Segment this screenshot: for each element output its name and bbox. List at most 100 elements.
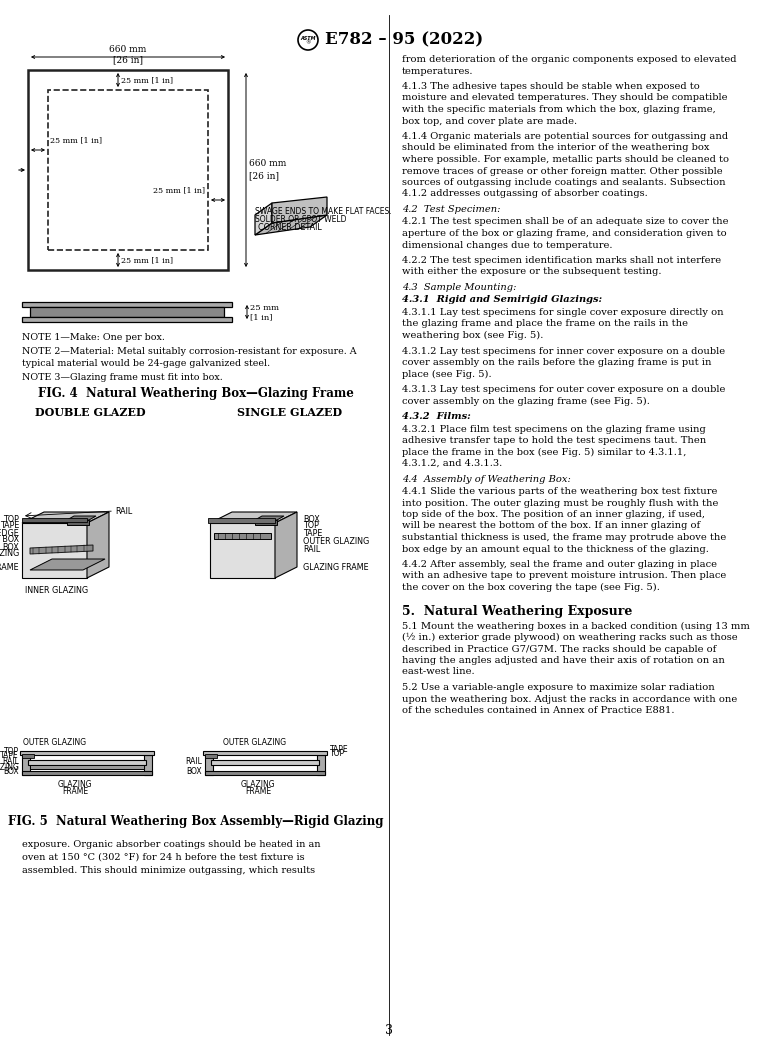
Text: 4.3.1.2, and 4.3.1.3.: 4.3.1.2, and 4.3.1.3. [402, 459, 503, 468]
Bar [22, 754, 34, 758]
Polygon shape [255, 215, 327, 235]
Text: 4.3.1.2 Lay test specimens for inner cover exposure on a double: 4.3.1.2 Lay test specimens for inner cov… [402, 347, 725, 355]
Polygon shape [22, 518, 87, 522]
Text: with an adhesive tape to prevent moisture intrusion. Then place: with an adhesive tape to prevent moistur… [402, 572, 726, 581]
Text: NOTE 2—Material: Metal suitably corrosion-resistant for exposure. A: NOTE 2—Material: Metal suitably corrosio… [22, 347, 356, 356]
Text: exposure. Organic absorber coatings should be heated in an: exposure. Organic absorber coatings shou… [22, 840, 321, 849]
Polygon shape [214, 533, 271, 539]
Text: SWAGE ENDS TO MAKE FLAT FACES.: SWAGE ENDS TO MAKE FLAT FACES. [255, 207, 391, 217]
Text: top side of the box. The position of an inner glazing, if used,: top side of the box. The position of an … [402, 510, 705, 519]
Bar [205, 771, 325, 775]
Text: 4.3  Sample Mounting:: 4.3 Sample Mounting: [402, 283, 517, 291]
Text: [1 in]: [1 in] [250, 313, 272, 321]
Text: 5.  Natural Weathering Exposure: 5. Natural Weathering Exposure [402, 605, 633, 617]
Text: CORNER DETAIL: CORNER DETAIL [258, 224, 322, 232]
Text: OUTER GLAZING: OUTER GLAZING [23, 738, 86, 747]
Bar [22, 755, 30, 775]
Text: 4.3.1.1 Lay test specimens for single cover exposure directly on: 4.3.1.1 Lay test specimens for single co… [402, 308, 724, 318]
Text: should be eliminated from the interior of the weathering box: should be eliminated from the interior o… [402, 144, 710, 152]
Text: FIG. 4  Natural Weathering Box—Glazing Frame: FIG. 4 Natural Weathering Box—Glazing Fr… [38, 386, 354, 400]
Text: INNER GLAZING: INNER GLAZING [26, 586, 89, 595]
Text: of the schedules contained in Annex of Practice E881.: of the schedules contained in Annex of P… [402, 706, 675, 715]
Text: assembled. This should minimize outgassing, which results: assembled. This should minimize outgassi… [22, 866, 315, 875]
Polygon shape [210, 523, 275, 578]
Text: 660 mm: 660 mm [110, 46, 147, 54]
Text: 4.2.2 The test specimen identification marks shall not interfere: 4.2.2 The test specimen identification m… [402, 256, 721, 265]
Text: 4.3.1.3 Lay test specimens for outer cover exposure on a double: 4.3.1.3 Lay test specimens for outer cov… [402, 385, 725, 393]
Polygon shape [210, 512, 297, 523]
Text: GLAZING: GLAZING [240, 780, 275, 789]
Text: adhesive transfer tape to hold the test specimens taut. Then: adhesive transfer tape to hold the test … [402, 436, 706, 445]
Text: described in Practice G7/G7M. The racks should be capable of: described in Practice G7/G7M. The racks … [402, 644, 717, 654]
Text: OUTER GLAZING: OUTER GLAZING [303, 536, 370, 545]
Polygon shape [208, 518, 275, 523]
Text: TOP: TOP [3, 514, 19, 524]
Text: BOX: BOX [2, 543, 19, 553]
Text: typical material would be 24-gage galvanized steel.: typical material would be 24-gage galvan… [22, 359, 270, 369]
Text: GLAZING: GLAZING [58, 780, 93, 789]
Text: 5.1 Mount the weathering boxes in a backed condition (using 13 mm: 5.1 Mount the weathering boxes in a back… [402, 621, 750, 631]
Text: oven at 150 °C (302 °F) for 24 h before the test fixture is: oven at 150 °C (302 °F) for 24 h before … [22, 853, 305, 862]
Text: the cover on the box covering the tape (see Fig. 5).: the cover on the box covering the tape (… [402, 583, 660, 592]
Polygon shape [67, 516, 96, 520]
Text: TOP: TOP [303, 522, 319, 531]
Text: ASTM: ASTM [300, 35, 316, 41]
Text: box edge by an amount equal to the thickness of the glazing.: box edge by an amount equal to the thick… [402, 544, 709, 554]
Text: 4.4  Assembly of Weathering Box:: 4.4 Assembly of Weathering Box: [402, 475, 571, 483]
Text: where possible. For example, metallic parts should be cleaned to: where possible. For example, metallic pa… [402, 155, 729, 164]
Polygon shape [22, 512, 109, 523]
Text: BOX: BOX [303, 514, 320, 524]
Bar [211, 760, 319, 765]
Text: NOTE 1—Make: One per box.: NOTE 1—Make: One per box. [22, 333, 165, 342]
Polygon shape [22, 523, 87, 578]
Text: E782 – 95 (2022): E782 – 95 (2022) [325, 31, 483, 49]
Text: 25 mm [1 in]: 25 mm [1 in] [50, 136, 102, 144]
Polygon shape [272, 197, 327, 223]
Polygon shape [30, 545, 93, 554]
Text: TAPE: TAPE [303, 529, 322, 537]
Text: BOX: BOX [3, 766, 19, 776]
Text: OUTER GLAZING: OUTER GLAZING [0, 550, 19, 559]
Text: TOP: TOP [4, 746, 19, 756]
Text: 3: 3 [385, 1023, 393, 1037]
Text: 25 mm [1 in]: 25 mm [1 in] [121, 76, 173, 84]
Text: RAIL: RAIL [2, 758, 19, 766]
Text: 4.2  Test Specimen:: 4.2 Test Specimen: [402, 205, 500, 214]
Text: OF BOX: OF BOX [0, 535, 19, 544]
Text: TAPE: TAPE [0, 752, 19, 761]
Text: with either the exposure or the subsequent testing.: with either the exposure or the subseque… [402, 268, 661, 277]
Text: 4.3.2  Films:: 4.3.2 Films: [402, 412, 471, 421]
Text: moisture and elevated temperatures. They should be compatible: moisture and elevated temperatures. They… [402, 94, 727, 102]
Text: the glazing frame and place the frame on the rails in the: the glazing frame and place the frame on… [402, 320, 688, 329]
Text: place (see Fig. 5).: place (see Fig. 5). [402, 370, 492, 379]
Text: cover assembly on the rails before the glazing frame is put in: cover assembly on the rails before the g… [402, 358, 712, 367]
Text: aperture of the box or glazing frame, and consideration given to: aperture of the box or glazing frame, an… [402, 229, 727, 238]
Bar [30, 307, 224, 318]
Text: into position. The outer glazing must be roughly flush with the: into position. The outer glazing must be… [402, 499, 718, 508]
Text: 4.1.4 Organic materials are potential sources for outgassing and: 4.1.4 Organic materials are potential so… [402, 132, 728, 141]
Text: from deterioration of the organic components exposed to elevated: from deterioration of the organic compon… [402, 55, 737, 64]
Bar [144, 755, 152, 775]
Text: BOX: BOX [187, 766, 202, 776]
Bar [205, 754, 217, 758]
Text: 4.3.2.1 Place film test specimens on the glazing frame using: 4.3.2.1 Place film test specimens on the… [402, 425, 706, 433]
Text: temperatures.: temperatures. [402, 67, 474, 76]
Text: ®: ® [305, 41, 310, 46]
Bar [203, 751, 327, 755]
Text: weathering box (see Fig. 5).: weathering box (see Fig. 5). [402, 331, 543, 340]
Text: TOP: TOP [330, 750, 345, 759]
Text: NOTE 3—Glazing frame must fit into box.: NOTE 3—Glazing frame must fit into box. [22, 373, 223, 382]
Text: [26 in]: [26 in] [113, 55, 143, 65]
Text: DOUBLE GLAZED: DOUBLE GLAZED [35, 407, 145, 418]
Text: 4.4.1 Slide the various parts of the weathering box test fixture: 4.4.1 Slide the various parts of the wea… [402, 487, 717, 496]
Text: TOP EDGE: TOP EDGE [0, 529, 19, 537]
Text: GLAZING FRAME: GLAZING FRAME [0, 563, 19, 573]
Text: SOLDER OR SPOT WELD: SOLDER OR SPOT WELD [255, 215, 346, 225]
Polygon shape [255, 516, 284, 520]
Text: with the specific materials from which the box, glazing frame,: with the specific materials from which t… [402, 105, 716, 115]
Text: INNER GLAZING: INNER GLAZING [0, 762, 19, 771]
Bar [28, 760, 146, 765]
Bar [20, 751, 154, 755]
Text: 4.2.1 The test specimen shall be of an adequate size to cover the: 4.2.1 The test specimen shall be of an a… [402, 218, 728, 227]
Bar [30, 765, 144, 769]
